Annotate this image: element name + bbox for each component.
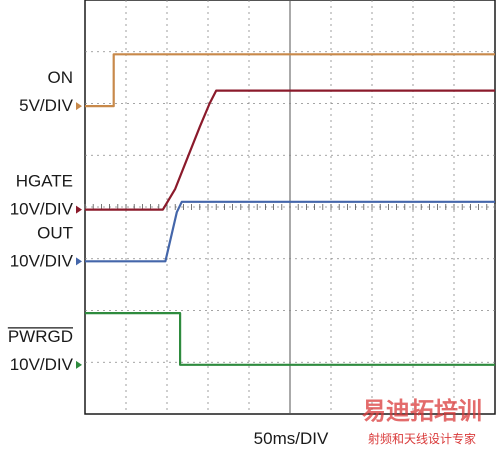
- trace-hgate: [85, 89, 495, 211]
- channel-label-on-0: ON: [48, 68, 74, 87]
- channel-label-pwrgd-0: PWRGD: [8, 327, 73, 346]
- trace-pwrgd: [85, 312, 495, 366]
- trace-out: [85, 200, 495, 263]
- grid: [84, 0, 496, 414]
- channel-label-pwrgd-1: 10V/DIV: [10, 355, 74, 374]
- watermark-main: 易迪拓培训: [362, 397, 482, 425]
- channel-label-hgate-1: 10V/DIV: [10, 200, 74, 219]
- ground-marker-pwrgd: [76, 360, 82, 369]
- channel-markers: [76, 102, 82, 369]
- watermark-sub: 射频和天线设计专家: [368, 431, 476, 446]
- channel-labels: ON 5V/DIV HGATE 10V/DIV OUT 10V/DIV PWRGD 10V/D…: [7, 68, 74, 374]
- ground-marker-hgate: [76, 205, 82, 214]
- channel-label-out-1: 10V/DIV: [10, 251, 74, 270]
- ground-marker-out: [76, 257, 82, 266]
- channel-label-on-1: 5V/DIV: [19, 96, 74, 115]
- channel-label-hgate-0: HGATE: [16, 172, 73, 191]
- trace-on: [85, 53, 495, 108]
- channel-label-out-0: OUT: [37, 223, 73, 242]
- time-axis-label: 50ms/DIV: [254, 429, 329, 448]
- traces: [85, 53, 495, 366]
- ground-marker-on: [76, 102, 82, 111]
